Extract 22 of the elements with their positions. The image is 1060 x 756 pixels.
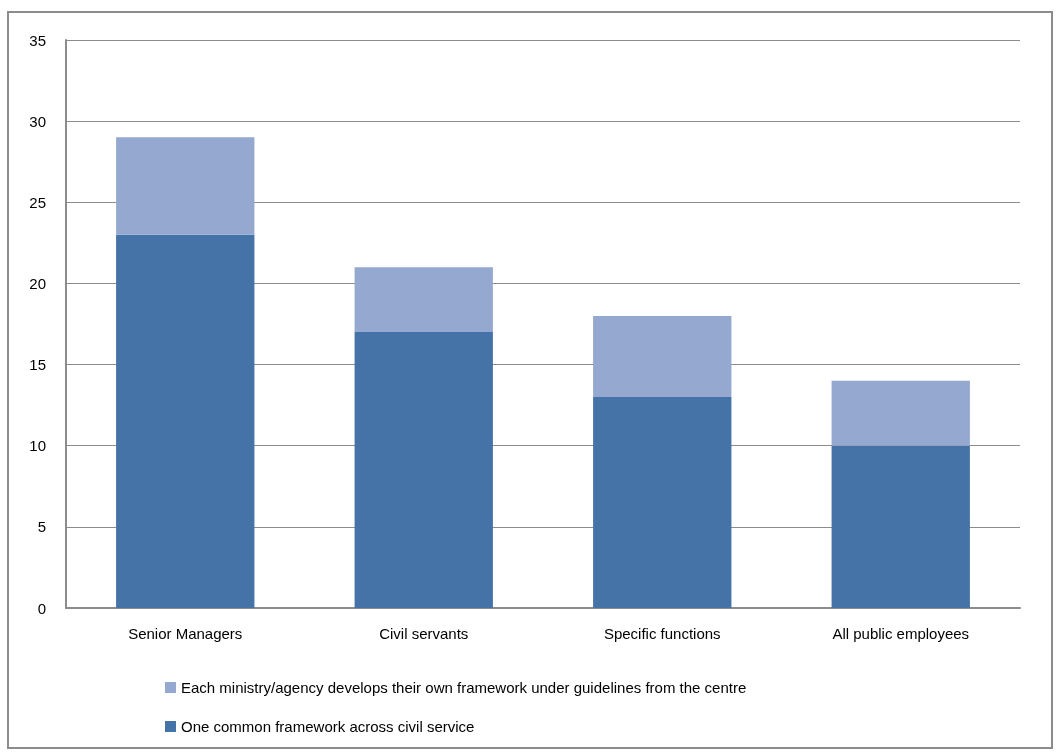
y-tick-label: 20 — [29, 274, 46, 292]
legend-label: One common framework across civil service — [181, 718, 475, 735]
y-tick-label: 25 — [29, 193, 46, 211]
bar — [116, 234, 255, 608]
y-tick-label: 15 — [29, 356, 46, 374]
legend-label: Each ministry/agency develops their own framework under guidelines from the centre — [181, 679, 747, 696]
x-tick-label: Senior Managers — [128, 625, 243, 642]
bar — [354, 332, 493, 608]
bar — [116, 137, 255, 235]
y-tick-label: 5 — [37, 518, 46, 536]
bar — [593, 315, 732, 398]
y-tick-label: 35 — [29, 31, 46, 49]
bar — [354, 267, 493, 333]
x-tick-label: All public employees — [832, 625, 970, 642]
bar — [593, 397, 732, 608]
bar — [831, 380, 970, 446]
bar — [831, 445, 970, 608]
y-tick-label: 30 — [29, 112, 46, 130]
y-tick-label: 0 — [37, 599, 46, 617]
x-tick-label: Civil servants — [379, 625, 469, 642]
y-tick-label: 10 — [29, 437, 46, 455]
x-tick-label: Specific functions — [603, 625, 721, 642]
